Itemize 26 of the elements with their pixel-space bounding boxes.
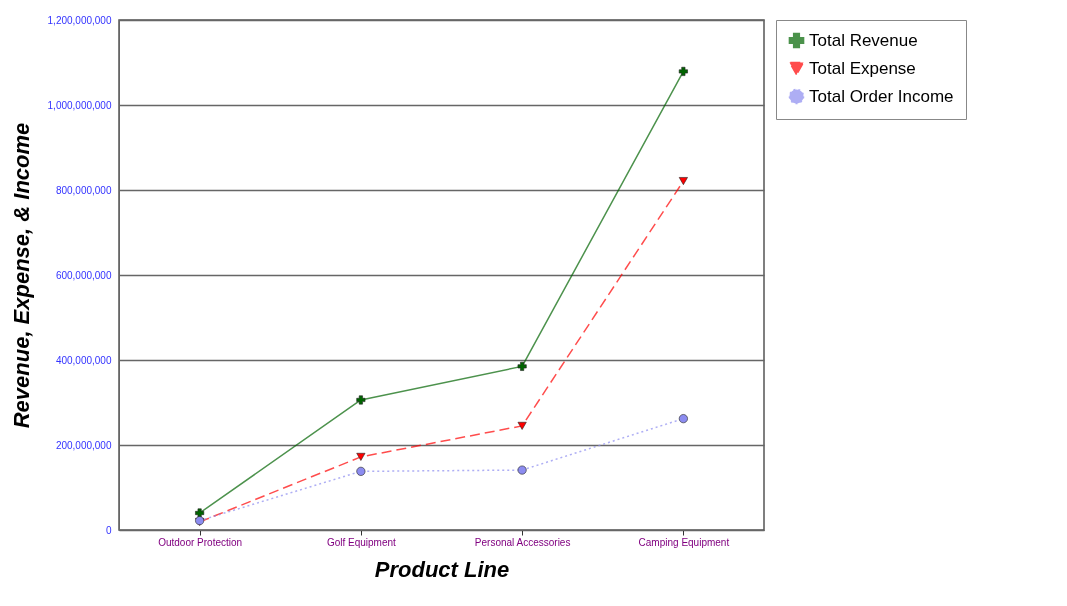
point bbox=[356, 452, 366, 461]
point bbox=[517, 465, 527, 475]
point bbox=[678, 177, 688, 185]
point bbox=[678, 66, 688, 76]
y-axis-title: Revenue, Expense, & Income bbox=[8, 122, 34, 429]
y-tick-label: 0 bbox=[105, 524, 112, 536]
point bbox=[356, 395, 366, 405]
legend-label: Total Order Income bbox=[809, 86, 954, 106]
legend-label: Total Revenue bbox=[809, 30, 918, 50]
y-tick-label: 600,000,000 bbox=[55, 269, 112, 281]
x-tick-label: Golf Equipment bbox=[326, 536, 397, 548]
x-tick-label: Personal Accessories bbox=[474, 536, 571, 548]
y-tick-label: 800,000,000 bbox=[55, 184, 112, 196]
y-tick-label: 1,200,000,000 bbox=[47, 14, 112, 26]
x-tick-label: Camping Equipment bbox=[638, 536, 730, 548]
legend-label: Total Expense bbox=[809, 58, 916, 78]
y-tick-label: 400,000,000 bbox=[55, 354, 112, 366]
point bbox=[517, 361, 527, 371]
point bbox=[195, 508, 205, 518]
point bbox=[356, 466, 366, 476]
y-tick-label: 200,000,000 bbox=[55, 439, 112, 451]
x-tick-label: Outdoor Protection bbox=[158, 536, 243, 548]
y-tick-label: 1,000,000,000 bbox=[47, 99, 112, 111]
point bbox=[678, 414, 688, 424]
point bbox=[517, 421, 527, 430]
x-axis-title: Product Line bbox=[374, 556, 510, 582]
